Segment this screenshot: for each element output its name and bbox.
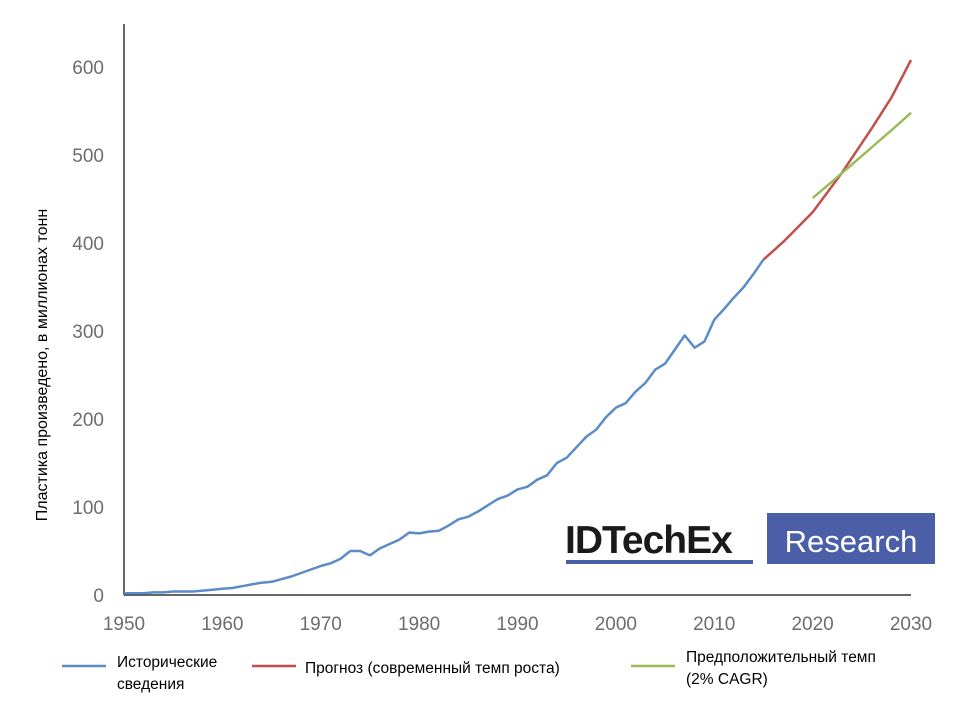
legend-label-cagr-line1: Предположительный темп: [686, 649, 876, 666]
y-tick-label: 500: [72, 146, 104, 167]
legend: Исторические сведения Прогноз (современн…: [62, 649, 876, 693]
y-tick-label: 100: [72, 498, 104, 519]
y-tick-label: 400: [72, 234, 104, 255]
y-axis-label: Пластика произведено, в миллионах тонн: [34, 209, 51, 521]
series-line-forecast: [762, 59, 913, 261]
series-line-cagr: [811, 111, 912, 200]
y-tick-labels: 0 100 200 300 400 500 600: [72, 58, 104, 607]
legend-item-historical: Исторические сведения: [62, 654, 217, 693]
x-tick-label: 2030: [890, 614, 932, 635]
legend-label-historical-line1: Исторические: [117, 654, 217, 671]
idtechex-research-logo: IDTechEx Research: [565, 513, 935, 564]
x-tick-label: 2020: [791, 614, 833, 635]
logo-left-text: IDTechEx: [565, 519, 733, 562]
x-tick-label: 1950: [103, 614, 145, 635]
x-tick-label: 2010: [693, 614, 735, 635]
x-tick-label: 2000: [595, 614, 637, 635]
logo-right-text: Research: [785, 524, 918, 559]
legend-label-cagr-line2: (2% CAGR): [686, 671, 768, 688]
legend-label-forecast: Прогноз (современный темп роста): [305, 660, 560, 677]
legend-item-forecast: Прогноз (современный темп роста): [252, 660, 560, 677]
series-line-historical: [124, 258, 765, 595]
series-lines: [124, 59, 913, 595]
y-tick-label: 200: [72, 410, 104, 431]
y-tick-label: 300: [72, 322, 104, 343]
y-tick-label: 600: [72, 58, 104, 79]
x-tick-label: 1970: [300, 614, 342, 635]
legend-item-cagr: Предположительный темп (2% CAGR): [631, 649, 876, 688]
logo-underline: [566, 560, 753, 564]
logo-research-box: [767, 513, 935, 564]
y-tick-label: 0: [93, 586, 104, 607]
x-tick-label: 1980: [398, 614, 440, 635]
legend-label-historical-line2: сведения: [117, 676, 184, 693]
x-tick-label: 1990: [496, 614, 538, 635]
x-tick-labels: 1950 1960 1970 1980 1990 2000 2010 2020 2030: [103, 614, 932, 635]
x-tick-label: 1960: [201, 614, 243, 635]
